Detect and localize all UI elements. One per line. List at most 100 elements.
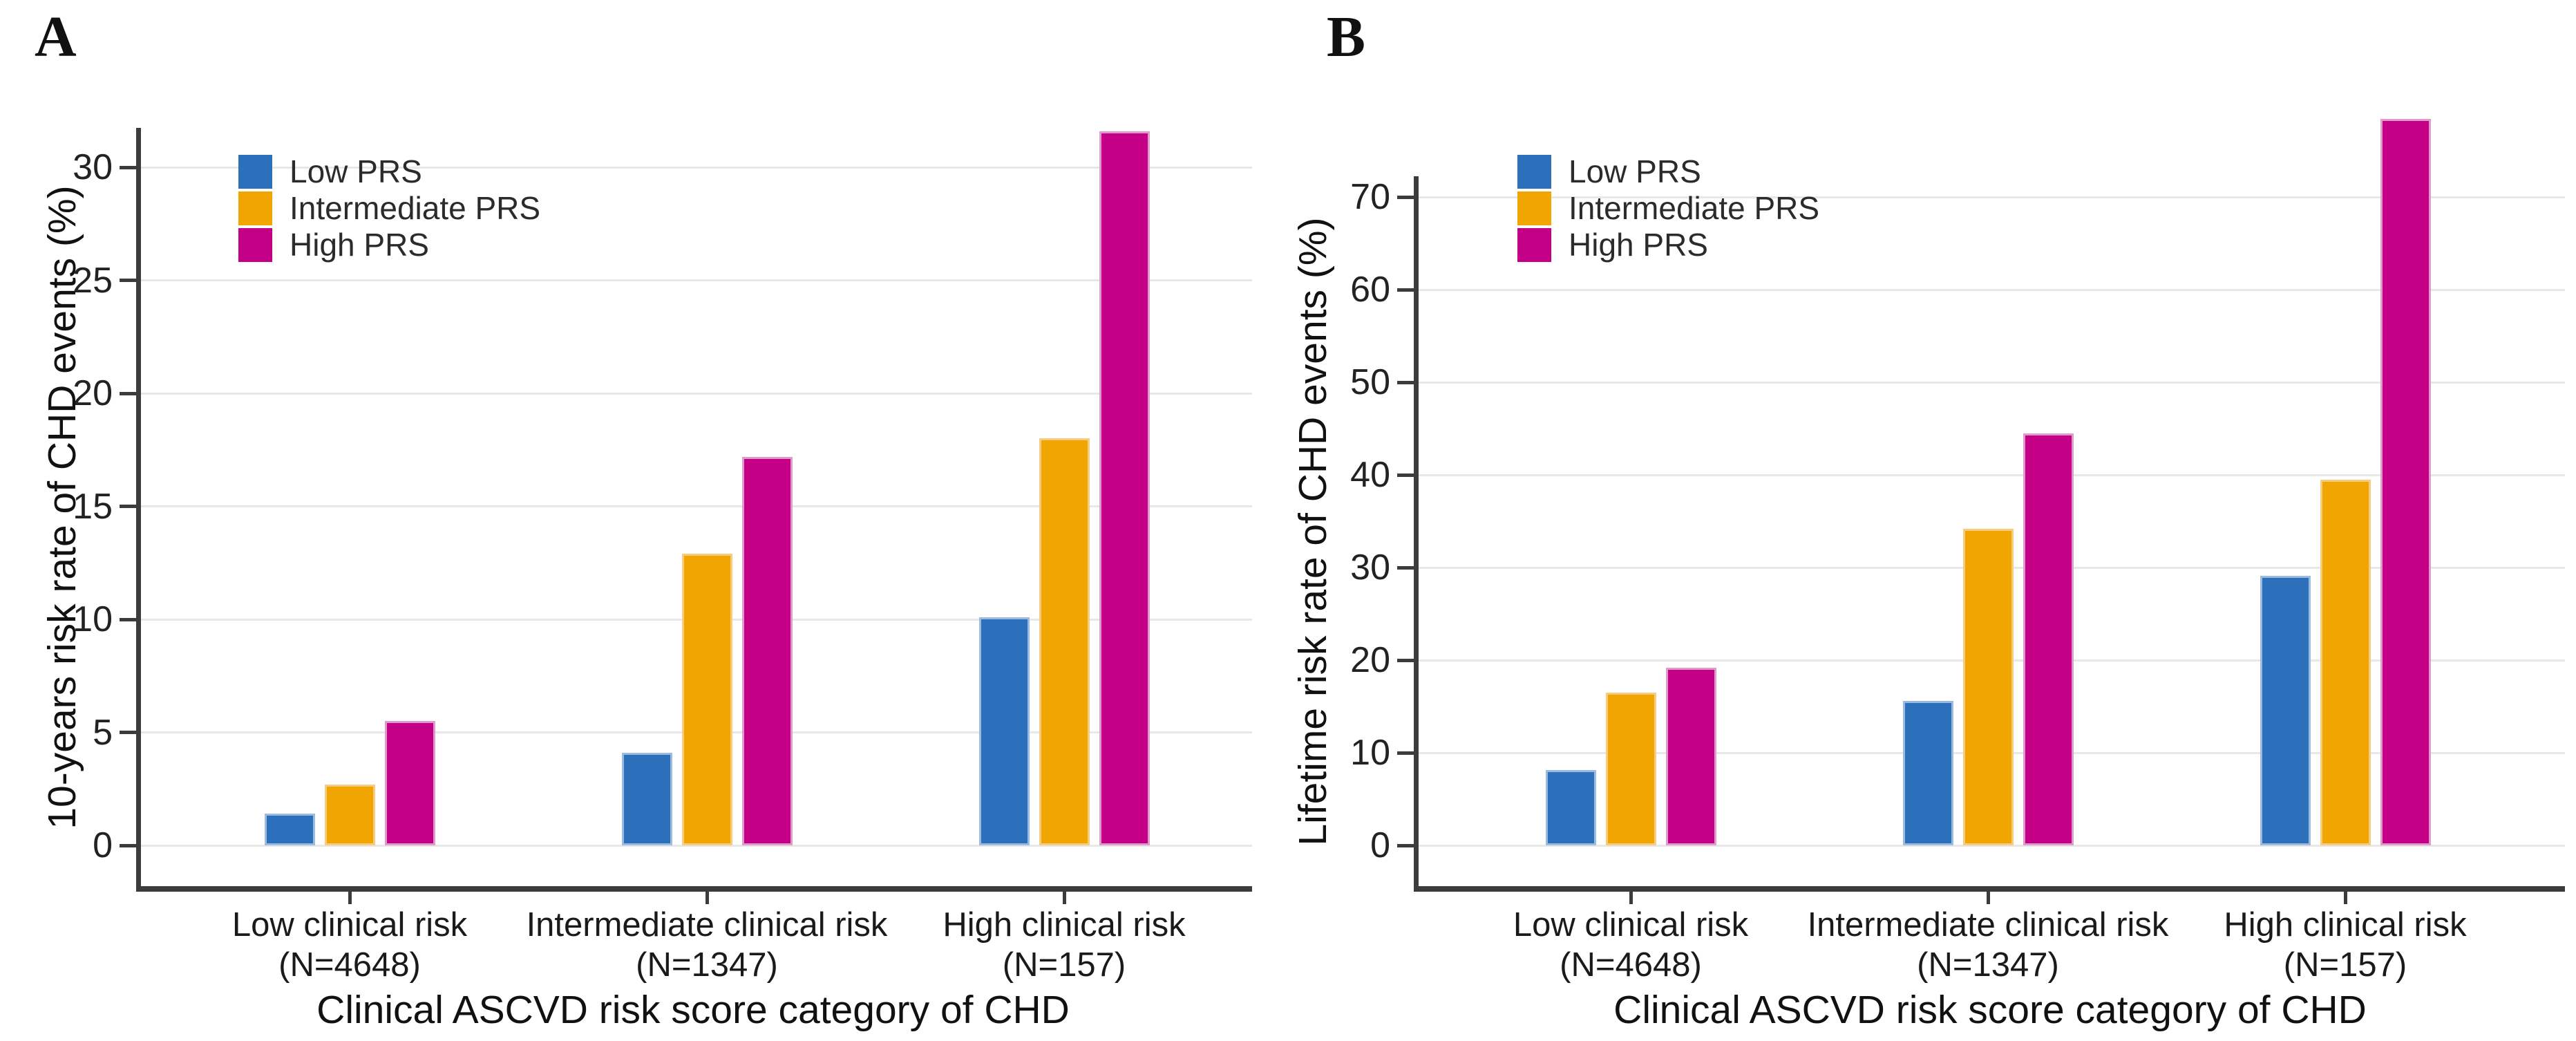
category-label-high-clinical-risk: High clinical risk — [2224, 906, 2467, 944]
category-count-low-clinical-risk: (N=4648) — [278, 946, 421, 984]
category-count-low-clinical-risk: (N=4648) — [1560, 946, 1702, 984]
category-count-high-clinical-risk: (N=157) — [2283, 946, 2407, 984]
y-tick-mark-50 — [1397, 380, 1414, 384]
bar-intermediate-prs-low-clinical-risk — [324, 784, 375, 845]
x-tick-mark-low-clinical-risk — [348, 892, 352, 904]
category-label-high-clinical-risk: High clinical risk — [943, 906, 1186, 944]
panel-label-a: A — [35, 5, 77, 69]
gridline-0 — [1414, 844, 2565, 847]
y-tick-mark-60 — [1397, 288, 1414, 292]
legend-label-high-prs: High PRS — [290, 227, 429, 263]
y-tick-mark-25 — [120, 279, 136, 282]
y-axis-line — [136, 128, 141, 892]
bar-low-prs-low-clinical-risk — [264, 814, 315, 845]
legend-label-intermediate-prs: Intermediate PRS — [1569, 190, 1820, 226]
y-tick-mark-40 — [1397, 473, 1414, 477]
y-tick-label-25: 25 — [73, 260, 113, 301]
y-tick-mark-5 — [120, 731, 136, 734]
legend-label-low-prs: Low PRS — [1569, 153, 1701, 189]
panel-label-b: B — [1327, 5, 1366, 69]
y-tick-mark-10 — [120, 617, 136, 621]
bar-high-prs-intermediate-clinical-risk — [2023, 433, 2074, 845]
y-tick-label-70: 70 — [1350, 177, 1390, 217]
gridline-25 — [136, 279, 1252, 281]
gridline-20 — [136, 392, 1252, 395]
gridline-50 — [1414, 381, 2565, 384]
bar-low-prs-low-clinical-risk — [1545, 770, 1596, 845]
legend-label-low-prs: Low PRS — [290, 153, 422, 189]
y-tick-label-50: 50 — [1350, 362, 1390, 402]
y-tick-label-5: 5 — [93, 712, 113, 753]
gridline-40 — [1414, 473, 2565, 476]
bar-intermediate-prs-intermediate-clinical-risk — [1962, 528, 2014, 845]
y-axis-title: Lifetime risk rate of CHD events (%) — [1291, 216, 1335, 846]
y-axis-line — [1414, 176, 1419, 892]
y-tick-label-0: 0 — [93, 825, 113, 865]
gridline-60 — [1414, 288, 2565, 291]
y-tick-label-10: 10 — [1350, 733, 1390, 773]
y-tick-mark-0 — [120, 843, 136, 847]
category-count-high-clinical-risk: (N=157) — [1002, 946, 1126, 984]
x-tick-mark-intermediate-clinical-risk — [1986, 892, 1990, 904]
bar-intermediate-prs-low-clinical-risk — [1605, 692, 1656, 845]
x-tick-mark-intermediate-clinical-risk — [705, 892, 709, 904]
y-tick-mark-15 — [120, 505, 136, 508]
y-tick-mark-20 — [120, 391, 136, 395]
y-tick-mark-30 — [120, 165, 136, 169]
category-label-intermediate-clinical-risk: Intermediate clinical risk — [526, 906, 888, 944]
legend-swatch-high-prs — [238, 228, 272, 262]
y-tick-label-10: 10 — [73, 599, 113, 639]
bar-high-prs-high-clinical-risk — [1099, 131, 1150, 845]
bar-low-prs-high-clinical-risk — [978, 617, 1030, 845]
y-tick-label-15: 15 — [73, 486, 113, 527]
y-tick-label-20: 20 — [73, 373, 113, 413]
y-tick-label-40: 40 — [1350, 455, 1390, 495]
gridline-15 — [136, 505, 1252, 507]
x-tick-mark-low-clinical-risk — [1629, 892, 1633, 904]
legend-label-high-prs: High PRS — [1569, 227, 1708, 263]
y-tick-mark-30 — [1397, 565, 1414, 570]
gridline-0 — [136, 844, 1252, 847]
x-axis-line — [1414, 886, 2565, 892]
bar-intermediate-prs-intermediate-clinical-risk — [681, 554, 732, 845]
bar-high-prs-high-clinical-risk — [2380, 119, 2431, 845]
category-count-intermediate-clinical-risk: (N=1347) — [1917, 946, 2059, 984]
bar-low-prs-intermediate-clinical-risk — [621, 752, 672, 845]
legend-label-intermediate-prs: Intermediate PRS — [290, 190, 541, 226]
bar-intermediate-prs-high-clinical-risk — [2320, 479, 2371, 845]
y-tick-mark-10 — [1397, 751, 1414, 755]
bar-intermediate-prs-high-clinical-risk — [1039, 438, 1090, 845]
y-tick-label-0: 0 — [1370, 825, 1390, 865]
bar-high-prs-low-clinical-risk — [1665, 667, 1716, 845]
category-count-intermediate-clinical-risk: (N=1347) — [636, 946, 778, 984]
x-tick-mark-high-clinical-risk — [1062, 892, 1066, 904]
bar-low-prs-high-clinical-risk — [2260, 576, 2311, 845]
y-tick-label-60: 60 — [1350, 270, 1390, 310]
bar-low-prs-intermediate-clinical-risk — [1902, 700, 1953, 845]
y-tick-mark-20 — [1397, 658, 1414, 662]
x-axis-title: Clinical ASCVD risk score category of CH… — [1613, 988, 2367, 1032]
gridline-70 — [1414, 196, 2565, 198]
x-tick-mark-high-clinical-risk — [2343, 892, 2347, 904]
bar-high-prs-intermediate-clinical-risk — [741, 456, 793, 845]
y-tick-mark-70 — [1397, 195, 1414, 199]
legend-swatch-intermediate-prs — [238, 191, 272, 225]
y-tick-label-20: 20 — [1350, 640, 1390, 680]
category-label-intermediate-clinical-risk: Intermediate clinical risk — [1807, 906, 2169, 944]
legend-swatch-intermediate-prs — [1517, 191, 1551, 225]
y-tick-mark-0 — [1397, 843, 1414, 847]
y-tick-label-30: 30 — [1350, 547, 1390, 588]
gridline-30 — [136, 166, 1252, 169]
y-tick-label-30: 30 — [73, 147, 113, 187]
category-label-low-clinical-risk: Low clinical risk — [1513, 906, 1749, 944]
bar-high-prs-low-clinical-risk — [384, 721, 435, 845]
category-label-low-clinical-risk: Low clinical risk — [231, 906, 468, 944]
legend-swatch-low-prs — [238, 155, 272, 189]
legend-swatch-low-prs — [1517, 155, 1551, 189]
legend-swatch-high-prs — [1517, 228, 1551, 262]
x-axis-title: Clinical ASCVD risk score category of CH… — [316, 988, 1070, 1032]
x-axis-line — [136, 886, 1252, 892]
